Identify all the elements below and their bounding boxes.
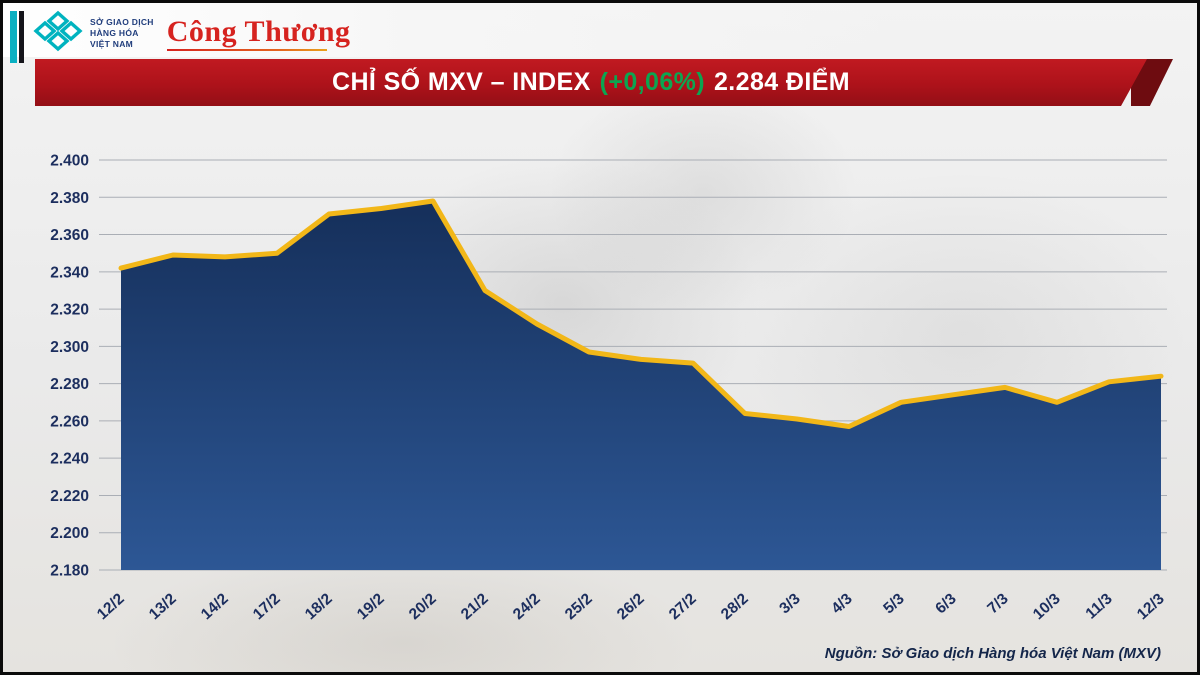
x-tick-label: 7/3 <box>984 590 1012 617</box>
mxv-diamond-lattice-icon <box>33 10 83 57</box>
chart-area: 2.400 2.380 2.360 2.340 2.320 2.300 2.280 2.260… <box>3 115 1197 655</box>
y-tick-label: 2.360 <box>50 227 89 244</box>
y-tick-label: 2.260 <box>50 413 89 430</box>
x-tick-label: 4/3 <box>828 590 856 617</box>
x-tick-label: 13/2 <box>146 590 180 623</box>
x-tick-label: 20/2 <box>406 590 440 623</box>
mxv-index-chart: 2.400 2.380 2.360 2.340 2.320 2.300 2.280 2.260… <box>50 153 1168 624</box>
x-tick-label: 18/2 <box>302 590 336 623</box>
x-tick-label: 21/2 <box>458 590 492 623</box>
banner-index-value: 2.284 ĐIỂM <box>713 68 850 96</box>
header-background <box>3 3 1197 57</box>
mxv-logo-text: SỞ GIAO DỊCH HÀNG HÓA VIỆT NAM <box>90 17 154 50</box>
y-tick-label: 2.300 <box>50 339 89 356</box>
x-tick-label: 24/2 <box>510 590 544 623</box>
x-tick-label: 26/2 <box>614 590 648 623</box>
x-tick-label: 19/2 <box>354 590 388 623</box>
congthuong-underline <box>166 49 327 52</box>
y-tick-label: 2.340 <box>50 264 89 281</box>
congthuong-wordmark: Công Thương <box>166 14 351 48</box>
x-tick-label: 28/2 <box>718 590 752 623</box>
x-tick-label: 14/2 <box>198 590 232 623</box>
x-tick-label: 11/3 <box>1083 590 1116 623</box>
source-attribution: Nguồn: Sở Giao dịch Hàng hóa Việt Nam (M… <box>824 645 1161 662</box>
x-tick-label: 25/2 <box>562 590 596 623</box>
x-tick-label: 3/3 <box>776 590 804 617</box>
banner-title: CHỈ SỐ MXV – INDEX <box>332 68 591 96</box>
x-tick-label: 10/3 <box>1030 590 1064 623</box>
mxv-logo-line3: VIỆT NAM <box>90 39 134 50</box>
header-logos: SỞ GIAO DỊCH HÀNG HÓA VIỆT NAM Công Thươ… <box>33 10 351 57</box>
y-tick-label: 2.240 <box>50 451 89 468</box>
mxv-logo-line1: SỞ GIAO DỊCH <box>90 16 154 27</box>
mxv-logo-line2: HÀNG HÓA <box>90 27 139 38</box>
x-tick-label: 5/3 <box>880 590 908 617</box>
x-tick-label: 17/2 <box>250 590 284 623</box>
x-tick-label: 6/3 <box>932 590 960 617</box>
x-tick-label: 27/2 <box>666 590 700 623</box>
mxv-logo: SỞ GIAO DỊCH HÀNG HÓA VIỆT NAM <box>33 10 154 57</box>
x-tick-label: 12/3 <box>1134 590 1168 623</box>
y-tick-label: 2.380 <box>50 190 89 207</box>
left-accent-dark-bar <box>19 11 24 63</box>
chart-area-fill <box>121 201 1161 570</box>
banner-change-percent: (+0,06%) <box>599 68 705 96</box>
y-tick-label: 2.400 <box>50 153 89 170</box>
y-tick-label: 2.220 <box>50 488 89 505</box>
left-accent-cyan-bar <box>10 11 17 63</box>
congthuong-logo: Công Thương <box>166 14 351 52</box>
x-tick-label: 12/2 <box>94 590 128 623</box>
y-tick-label: 2.200 <box>50 525 89 542</box>
y-tick-label: 2.280 <box>50 376 89 393</box>
y-tick-label: 2.320 <box>50 302 89 319</box>
y-tick-label: 2.180 <box>50 563 89 580</box>
title-banner: CHỈ SỐ MXV – INDEX (+0,06%) 2.284 ĐIỂM <box>35 59 1147 106</box>
chart-line <box>118 198 1164 429</box>
